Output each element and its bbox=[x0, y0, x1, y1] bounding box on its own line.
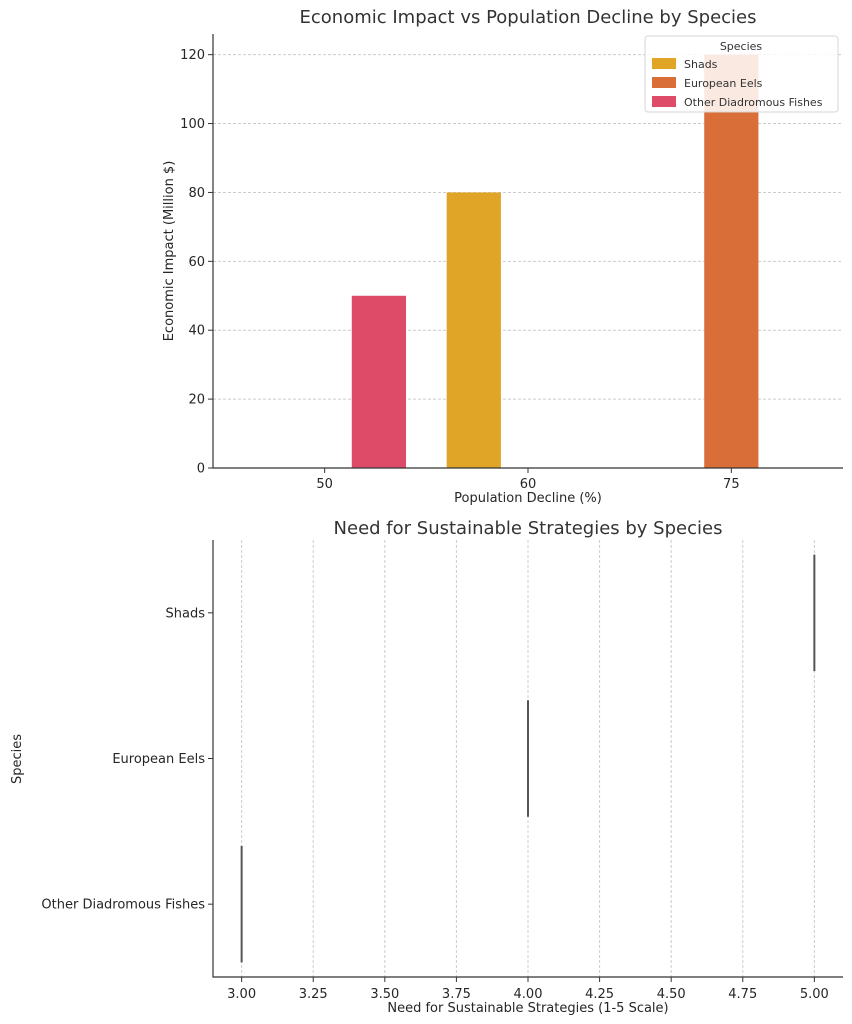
chart1-title: Economic Impact vs Population Decline by… bbox=[300, 7, 757, 28]
chart1-bar bbox=[704, 54, 759, 469]
chart2-marks bbox=[240, 554, 816, 963]
chart2-title: Need for Sustainable Strategies by Speci… bbox=[334, 518, 723, 539]
chart1-x-tick-label: 50 bbox=[316, 477, 333, 492]
chart1-bar bbox=[351, 295, 406, 468]
chart2-y-axis-label: Species bbox=[10, 734, 25, 784]
chart2-x-tick-label: 3.00 bbox=[227, 987, 256, 1002]
chart2-y-ticks: Shads European Eels Other Diadromous Fishe… bbox=[41, 606, 213, 913]
chart1-y-tick-label: 40 bbox=[188, 324, 205, 339]
legend-frame bbox=[644, 35, 839, 113]
chart2-x-tick-label: 4.50 bbox=[657, 987, 686, 1002]
legend-swatch bbox=[652, 58, 676, 69]
chart1-y-tick-label: 60 bbox=[188, 255, 205, 270]
legend-title: Species bbox=[720, 40, 763, 53]
chart1-y-tick-label: 20 bbox=[188, 393, 205, 408]
chart2-x-axis-label: Need for Sustainable Strategies (1-5 Sca… bbox=[387, 1001, 668, 1016]
legend-swatch bbox=[652, 77, 676, 88]
chart2-x-tick-label: 5.00 bbox=[800, 987, 829, 1002]
chart1-y-ticks: 0 20 40 60 80 100 120 bbox=[180, 48, 213, 477]
chart2-y-tick-label: European Eels bbox=[112, 752, 205, 767]
legend-swatch bbox=[652, 96, 676, 107]
chart2-x-ticks: 3.00 3.25 3.50 3.75 4.00 4.25 4.50 4.75 5.00 bbox=[227, 977, 829, 1002]
chart2-y-tick-label: Shads bbox=[166, 606, 206, 621]
chart2-x-tick-label: 4.75 bbox=[728, 987, 757, 1002]
chart1-y-tick-label: 0 bbox=[197, 462, 205, 477]
chart1-bars bbox=[351, 54, 759, 469]
chart2-x-tick-label: 4.25 bbox=[585, 987, 614, 1002]
chart1-x-tick-label: 60 bbox=[520, 477, 537, 492]
chart1-legend: Species Shads European Eels Other Diadromo… bbox=[644, 35, 839, 113]
chart1-y-tick-label: 80 bbox=[188, 186, 205, 201]
legend-label: Shads bbox=[684, 58, 718, 71]
chart2-x-tick-label: 3.75 bbox=[442, 987, 471, 1002]
chart1-y-tick-label: 100 bbox=[180, 117, 205, 132]
chart2-x-tick-label: 4.00 bbox=[514, 987, 543, 1002]
chart1-bar bbox=[446, 192, 501, 468]
legend-label: Other Diadromous Fishes bbox=[684, 96, 823, 109]
chart1-y-axis-label: Economic Impact (Million $) bbox=[162, 161, 177, 342]
chart1-y-tick-label: 120 bbox=[180, 48, 205, 63]
chart2-x-tick-label: 3.25 bbox=[299, 987, 328, 1002]
chart1-x-tick-label: 75 bbox=[723, 477, 740, 492]
chart1-x-ticks: 50 60 75 bbox=[316, 468, 740, 492]
chart2-y-tick-label: Other Diadromous Fishes bbox=[41, 898, 205, 913]
chart1-x-axis-label: Population Decline (%) bbox=[454, 491, 602, 506]
chart2-x-tick-label: 3.50 bbox=[370, 987, 399, 1002]
chart2-axes bbox=[212, 540, 843, 978]
legend-label: European Eels bbox=[684, 77, 763, 90]
